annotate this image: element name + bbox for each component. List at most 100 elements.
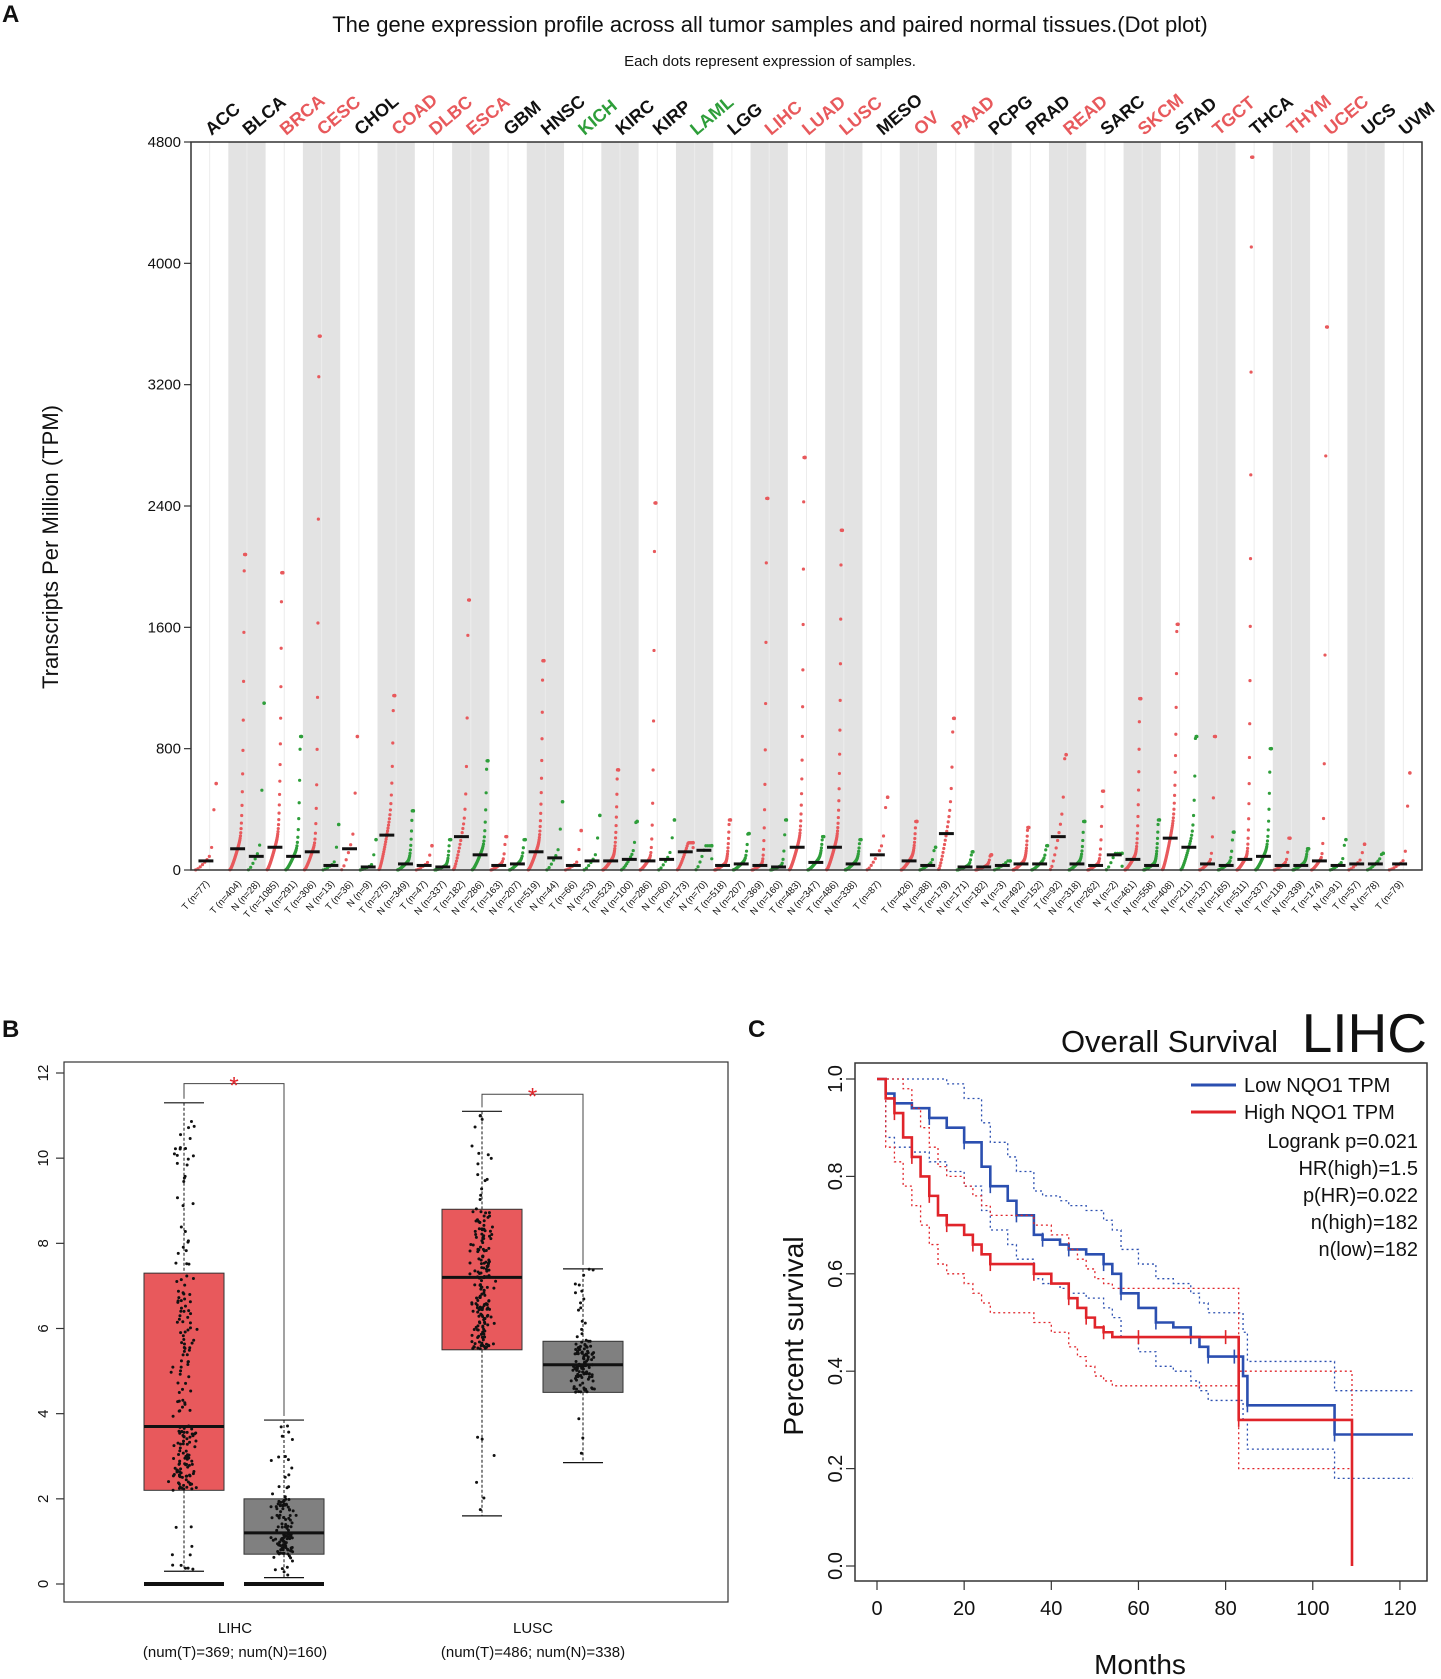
sample-dot [290, 1466, 294, 1470]
tumor-dot [501, 857, 505, 861]
tumor-dot [383, 845, 387, 849]
normal-dot [968, 861, 972, 865]
panel-label-a: A [2, 1, 19, 28]
sample-dot [277, 1542, 281, 1546]
normal-dot [1378, 857, 1382, 861]
tumor-dot [425, 860, 430, 865]
tumor-dot [1053, 853, 1057, 857]
normal-max-dot [971, 850, 975, 854]
normal-dot [298, 747, 302, 751]
sample-dot [175, 1196, 179, 1200]
sample-dot [489, 1156, 493, 1160]
sample-dot [580, 1332, 584, 1336]
sample-dot [481, 1314, 485, 1318]
tumor-max-dot [318, 334, 322, 338]
sample-dot [481, 1338, 485, 1342]
tumor-dot [838, 752, 842, 756]
tumor-dot [614, 823, 618, 828]
sample-dot [182, 1349, 186, 1353]
normal-dot [1342, 843, 1346, 847]
normal-dot [745, 842, 749, 847]
sample-dot [180, 1341, 184, 1345]
tumor-dot [949, 786, 953, 791]
sample-dot [278, 1540, 282, 1544]
x-tick-label: 40 [1040, 1598, 1062, 1620]
tumor-dot [873, 857, 877, 861]
tumor-dot [837, 771, 841, 776]
tumor-dot [951, 730, 955, 734]
tumor-dot [615, 805, 619, 809]
panel-a-dot-plot: The gene expression profile across all t… [38, 12, 1438, 921]
normal-max-dot [1082, 819, 1087, 824]
normal-dot [484, 791, 488, 795]
sample-dot [482, 1237, 486, 1241]
normal-dot [408, 854, 412, 858]
tumor-dot [1057, 831, 1061, 835]
normal-dot [334, 845, 339, 849]
tumor-dot [1249, 473, 1253, 477]
sample-dot [468, 1249, 472, 1253]
tumor-dot [799, 803, 803, 807]
tumor-dot [276, 830, 280, 834]
normal-dot [549, 862, 553, 866]
sample-dot [190, 1462, 194, 1466]
sample-dot [178, 1372, 182, 1376]
tumor-dot [836, 815, 840, 820]
x-tick-label: 20 [953, 1598, 975, 1620]
tumor-dot [913, 826, 918, 830]
low-ci-upper [877, 1078, 1413, 1392]
tumor-dot [939, 858, 944, 862]
sample-dot [269, 1458, 273, 1462]
sample-dot [172, 1152, 176, 1156]
tumor-dot [1210, 835, 1215, 839]
sample-dot [282, 1536, 286, 1540]
sample-dot [169, 1370, 173, 1374]
tumor-dot [538, 819, 543, 823]
tumor-dot [1284, 857, 1289, 861]
sample-dot [468, 1272, 472, 1276]
sample-dot [283, 1475, 287, 1479]
tumor-dot [540, 758, 544, 763]
normal-max-dot [336, 822, 341, 827]
sample-dot [476, 1346, 480, 1350]
sample-dot [482, 1496, 486, 1500]
low-survival-curve [877, 1077, 1413, 1436]
tumor-dot [1024, 849, 1028, 853]
sample-dot [286, 1528, 290, 1532]
normal-dot [1265, 842, 1269, 846]
tumor-dot [691, 845, 695, 850]
sample-dot [576, 1349, 580, 1353]
sample-dot [286, 1505, 290, 1509]
normal-dot [698, 860, 702, 864]
sample-dot [285, 1565, 289, 1569]
sample-dot [580, 1366, 584, 1370]
tumor-dot [384, 840, 388, 844]
tumor-dot [464, 792, 468, 796]
sample-dot [286, 1458, 290, 1462]
y-tick-label: 3200 [148, 377, 181, 394]
normal-dot [1305, 849, 1309, 853]
sample-dot [184, 1146, 188, 1150]
tumor-dot [869, 863, 873, 867]
sample-dot [184, 1381, 188, 1385]
sample-dot [176, 1400, 180, 1404]
tumor-dot [942, 842, 947, 847]
tumor-max-dot [765, 496, 770, 501]
sample-dot [479, 1245, 483, 1249]
normal-dot [783, 833, 787, 837]
normal-max-dot [1232, 830, 1236, 834]
tumor-dot [764, 640, 768, 645]
sample-dot [586, 1351, 590, 1355]
sample-dot [286, 1548, 290, 1552]
sample-dot [187, 1126, 191, 1130]
normal-max-dot [1157, 818, 1162, 822]
tumor-dot [1098, 853, 1102, 857]
normal-dot [547, 866, 551, 870]
sample-dot [184, 1474, 188, 1478]
tumor-dot [761, 847, 766, 851]
sample-dot [183, 1346, 187, 1350]
chart-c-title: Overall Survival [1061, 1024, 1278, 1059]
sample-dot [177, 1429, 181, 1433]
tumor-dot [276, 823, 281, 827]
